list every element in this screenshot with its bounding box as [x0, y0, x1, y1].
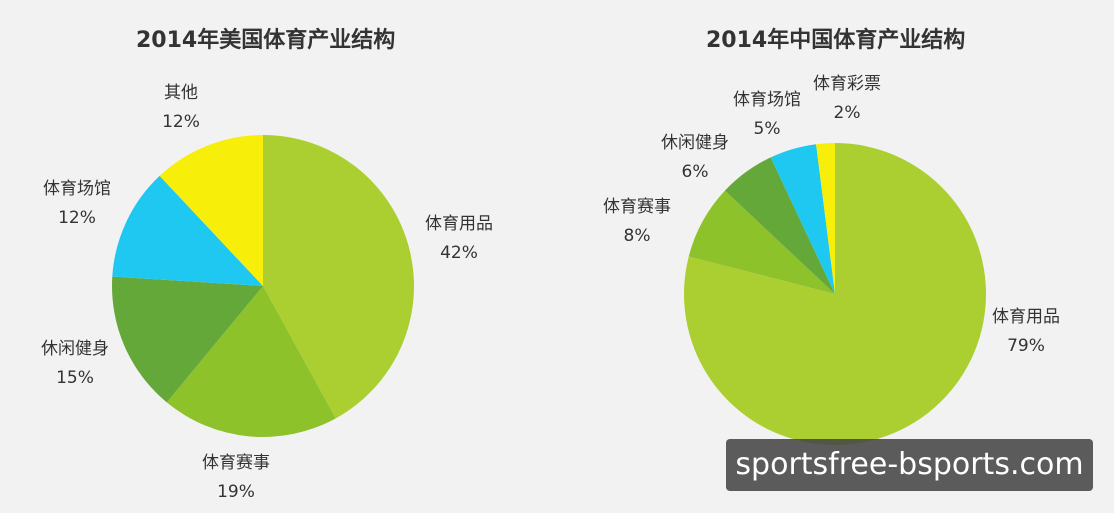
cn-label-stadiums-value: 5% [753, 119, 781, 139]
us-slice-4 [159, 135, 263, 286]
us-label-sporting-goods-name: 体育用品 [425, 214, 493, 234]
us-label-leisure-fitness: 休闲健身 15% [41, 335, 109, 393]
cn-label-stadiums: 体育场馆 5% [733, 86, 801, 144]
us-label-sports-events-value: 19% [217, 482, 255, 502]
us-slice-1 [166, 286, 336, 437]
cn-label-sports-events-name: 体育赛事 [603, 197, 671, 217]
cn-slice-2 [724, 157, 835, 294]
us-label-stadiums-name: 体育场馆 [43, 179, 111, 199]
cn-label-leisure-fitness-name: 休闲健身 [661, 133, 729, 153]
us-label-stadiums-value: 12% [58, 208, 96, 228]
cn-label-sporting-goods: 体育用品 79% [992, 303, 1060, 361]
us-label-sporting-goods: 体育用品 42% [425, 210, 493, 268]
us-label-leisure-fitness-name: 休闲健身 [41, 339, 109, 359]
us-label-sporting-goods-value: 42% [440, 243, 478, 263]
us-label-other-value: 12% [162, 112, 200, 132]
us-label-other: 其他 12% [162, 79, 200, 137]
cn-slice-3 [770, 144, 835, 294]
cn-label-leisure-fitness: 休闲健身 6% [661, 129, 729, 187]
us-label-leisure-fitness-value: 15% [56, 368, 94, 388]
chart-title-cn: 2014年中国体育产业结构 [706, 28, 966, 53]
cn-slice-1 [688, 190, 835, 294]
us-slice-2 [112, 276, 263, 403]
us-label-other-name: 其他 [163, 83, 198, 103]
cn-label-sports-events-value: 8% [623, 226, 651, 246]
us-label-sports-events-name: 体育赛事 [202, 453, 270, 473]
cn-label-sporting-goods-value: 79% [1007, 336, 1045, 356]
cn-label-lottery-name: 体育彩票 [813, 74, 881, 94]
us-slice-3 [112, 175, 263, 286]
us-label-sports-events: 体育赛事 19% [202, 449, 270, 507]
cn-label-sporting-goods-name: 体育用品 [992, 307, 1060, 327]
cn-label-lottery: 体育彩票 2% [813, 70, 881, 128]
us-slice-0 [263, 135, 414, 419]
cn-label-stadiums-name: 体育场馆 [733, 90, 801, 110]
cn-slice-4 [816, 143, 835, 294]
cn-label-sports-events: 体育赛事 8% [603, 193, 671, 251]
cn-label-lottery-value: 2% [833, 103, 861, 123]
watermark-banner: sportsfree-bsports.com [726, 439, 1093, 491]
us-label-stadiums: 体育场馆 12% [43, 175, 111, 233]
cn-label-leisure-fitness-value: 6% [681, 162, 709, 182]
chart-title-us: 2014年美国体育产业结构 [136, 28, 396, 53]
